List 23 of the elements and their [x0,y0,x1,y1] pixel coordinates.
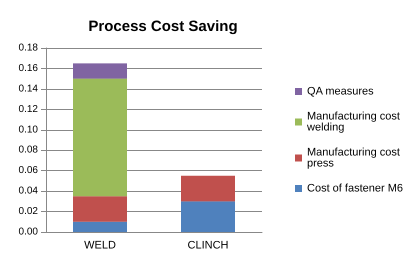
y-tick-label: 0.02 [18,206,38,218]
bar [73,63,127,79]
legend-label: Cost of fastener M6 [307,182,404,194]
y-tick-label: 0.06 [18,165,38,176]
bar [73,196,127,222]
bar [181,201,235,232]
legend-label: QA measures [307,86,374,98]
chart-title: Process Cost Saving [88,18,238,35]
y-tick-label: 0.10 [18,124,38,136]
bar [181,176,235,202]
y-tick-label: 0.18 [18,42,38,54]
bar [73,222,127,232]
legend-label: Manufacturing cost press [307,146,404,170]
y-tick-label: 0.00 [18,226,38,238]
x-tick-label: CLINCH [188,240,229,252]
x-tick-label: WELD [84,240,116,252]
y-tick-label: 0.04 [18,186,38,197]
y-tick-label: 0.16 [18,62,38,74]
legend-label: Manufacturing cost welding [306,110,404,134]
bar [73,78,127,196]
y-tick-label: 0.14 [18,83,38,94]
y-tick-label: 0.08 [18,144,38,156]
y-tick-label: 0.12 [18,104,38,115]
